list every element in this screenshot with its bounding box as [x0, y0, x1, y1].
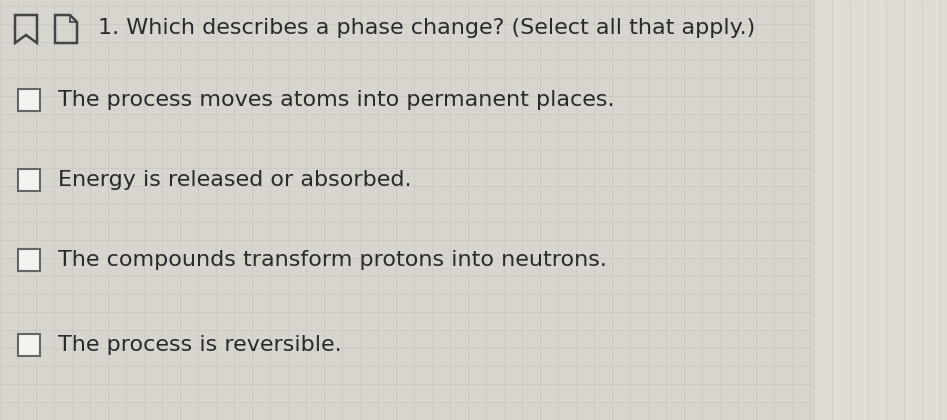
- Text: The process is reversible.: The process is reversible.: [58, 335, 342, 355]
- Text: The compounds transform protons into neutrons.: The compounds transform protons into neu…: [58, 250, 607, 270]
- Text: Energy is released or absorbed.: Energy is released or absorbed.: [58, 170, 412, 190]
- FancyBboxPatch shape: [814, 0, 947, 420]
- FancyBboxPatch shape: [18, 249, 40, 271]
- FancyBboxPatch shape: [18, 169, 40, 191]
- FancyBboxPatch shape: [18, 334, 40, 356]
- FancyBboxPatch shape: [18, 89, 40, 111]
- Text: The process moves atoms into permanent places.: The process moves atoms into permanent p…: [58, 90, 615, 110]
- Text: 1. Which describes a phase change? (Select all that apply.): 1. Which describes a phase change? (Sele…: [98, 18, 756, 38]
